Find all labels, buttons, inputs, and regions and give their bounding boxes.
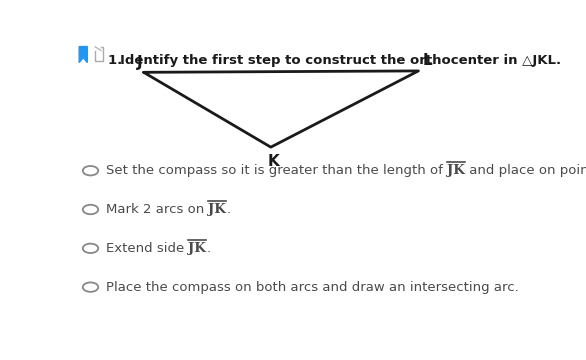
Text: JK: JK [447,164,465,177]
Text: .: . [206,242,210,255]
Text: J: J [137,54,143,69]
Text: L: L [423,53,432,68]
Polygon shape [95,47,101,50]
Text: JK: JK [209,203,226,216]
Text: K: K [267,154,279,169]
Text: .: . [226,203,230,216]
Text: 1.: 1. [108,54,127,67]
Text: Place the compass on both arcs and draw an intersecting arc.: Place the compass on both arcs and draw … [106,281,519,294]
Text: Mark 2 arcs on: Mark 2 arcs on [106,203,209,216]
Polygon shape [79,46,87,63]
Text: and place on point: and place on point [465,164,586,177]
Text: Set the compass so it is greater than the length of: Set the compass so it is greater than th… [106,164,447,177]
Text: Extend side: Extend side [106,242,189,255]
Text: Identify the first step to construct the orthocenter in △JKL.: Identify the first step to construct the… [121,54,561,67]
Text: JK: JK [189,242,206,255]
Bar [95,47,103,61]
